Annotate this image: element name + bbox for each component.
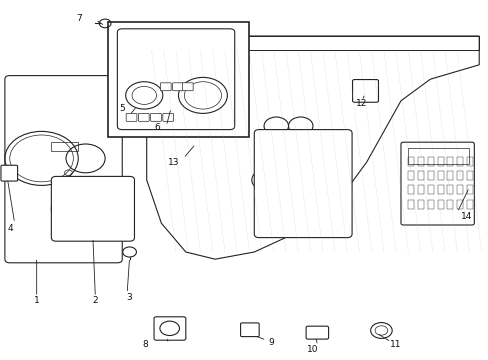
Bar bbox=[447, 185, 452, 194]
Text: 11: 11 bbox=[388, 341, 400, 349]
Bar bbox=[417, 200, 423, 209]
FancyBboxPatch shape bbox=[240, 323, 259, 337]
FancyBboxPatch shape bbox=[150, 113, 161, 121]
Text: 10: 10 bbox=[306, 345, 318, 354]
Text: 12: 12 bbox=[355, 99, 367, 108]
Text: 6: 6 bbox=[154, 123, 160, 132]
Bar bbox=[437, 157, 443, 166]
Text: 13: 13 bbox=[167, 158, 179, 166]
Bar bbox=[407, 171, 413, 180]
Text: 8: 8 bbox=[142, 341, 148, 349]
Bar bbox=[107, 22, 249, 137]
Bar bbox=[417, 185, 423, 194]
Bar bbox=[417, 171, 423, 180]
Bar bbox=[437, 185, 443, 194]
Bar bbox=[427, 200, 433, 209]
Bar bbox=[427, 171, 433, 180]
FancyBboxPatch shape bbox=[254, 130, 351, 238]
FancyBboxPatch shape bbox=[400, 142, 473, 225]
FancyBboxPatch shape bbox=[160, 83, 171, 91]
Text: 4: 4 bbox=[8, 224, 14, 233]
Bar bbox=[466, 171, 472, 180]
Bar bbox=[466, 200, 472, 209]
Text: 3: 3 bbox=[126, 292, 132, 302]
FancyBboxPatch shape bbox=[138, 113, 149, 121]
Bar bbox=[437, 200, 443, 209]
Bar bbox=[427, 185, 433, 194]
Bar bbox=[437, 171, 443, 180]
Text: 1: 1 bbox=[34, 296, 40, 305]
FancyBboxPatch shape bbox=[126, 113, 137, 121]
FancyBboxPatch shape bbox=[5, 76, 122, 263]
FancyBboxPatch shape bbox=[305, 326, 328, 339]
Bar bbox=[427, 157, 433, 166]
FancyBboxPatch shape bbox=[163, 113, 173, 121]
FancyBboxPatch shape bbox=[51, 176, 134, 241]
Bar bbox=[456, 200, 462, 209]
FancyBboxPatch shape bbox=[154, 317, 185, 340]
Bar bbox=[407, 185, 413, 194]
Bar bbox=[456, 171, 462, 180]
Text: 14: 14 bbox=[460, 212, 472, 220]
Bar bbox=[466, 185, 472, 194]
FancyBboxPatch shape bbox=[352, 80, 378, 102]
FancyBboxPatch shape bbox=[117, 29, 234, 130]
Bar bbox=[407, 148, 468, 164]
FancyBboxPatch shape bbox=[182, 83, 193, 91]
Bar bbox=[407, 200, 413, 209]
Bar bbox=[456, 157, 462, 166]
Bar bbox=[466, 157, 472, 166]
FancyBboxPatch shape bbox=[1, 165, 18, 181]
FancyBboxPatch shape bbox=[172, 83, 183, 91]
Bar bbox=[407, 157, 413, 166]
Bar bbox=[447, 157, 452, 166]
Bar bbox=[447, 200, 452, 209]
Text: 9: 9 bbox=[267, 338, 273, 347]
Text: 7: 7 bbox=[76, 14, 82, 23]
Bar bbox=[417, 157, 423, 166]
Bar bbox=[456, 185, 462, 194]
Text: 2: 2 bbox=[92, 296, 98, 305]
Bar bbox=[447, 171, 452, 180]
Bar bbox=[51, 142, 78, 151]
Text: 5: 5 bbox=[119, 104, 125, 113]
